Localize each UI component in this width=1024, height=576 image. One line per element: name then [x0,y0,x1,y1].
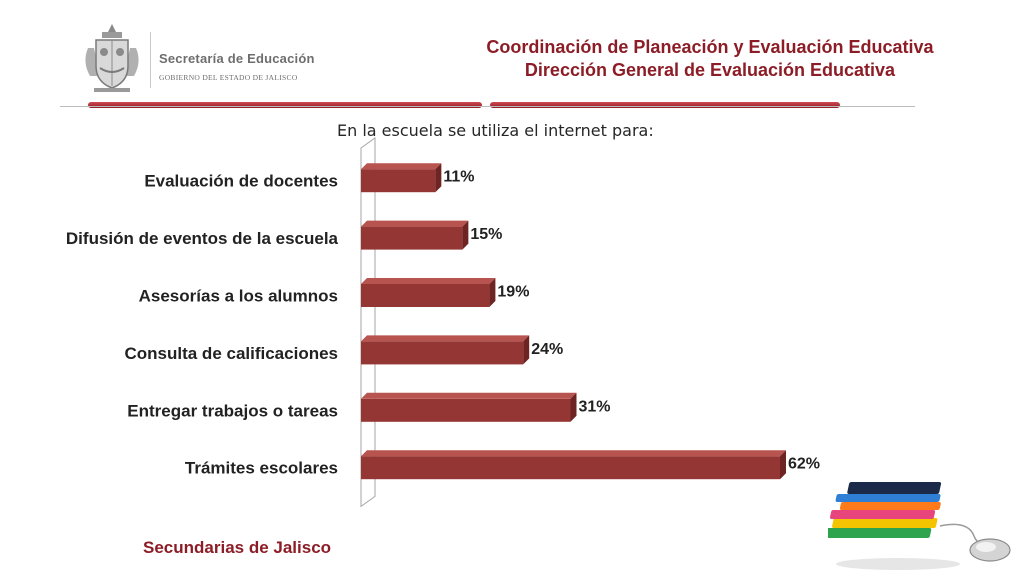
government-name: GOBIERNO DEL ESTADO DE JALISCO [159,73,298,82]
bar-top [361,163,442,170]
header-rule-line [60,106,915,107]
header-titles: Coordinación de Planeación y Evaluación … [440,36,980,82]
bar-top [361,450,786,457]
bar [361,341,524,365]
bar-side [523,335,530,365]
header-rule-left [88,102,482,108]
value-label: 19% [497,284,529,301]
bar-side [780,450,786,480]
bar-side [489,278,496,307]
books-and-mouse-icon [828,482,1011,570]
category-label: Difusión de eventos de la escuela [66,229,339,248]
bar [361,456,780,480]
bar [361,169,436,193]
bar-top [361,220,469,227]
category-label: Trámites escolares [185,459,338,478]
category-label: Evaluación de docentes [144,172,338,191]
bar [361,226,463,250]
chart-title: En la escuela se utiliza el internet par… [337,121,654,140]
category-label: Asesorías a los alumnos [139,287,338,306]
chart-labels: Evaluación de docentes 11% Difusión de eve… [66,169,820,478]
category-label: Entregar trabajos o tareas [127,401,338,420]
value-label: 11% [443,169,474,186]
bar-top [361,278,496,284]
header-title-line2: Dirección General de Evaluación Educativ… [524,60,896,80]
bar-top [361,392,577,399]
bar-top [361,335,530,342]
value-label: 31% [579,398,611,415]
bar [361,398,571,422]
chart-bars [361,163,786,480]
bar-side [570,392,577,422]
header-rule-right [490,102,840,108]
footer-label: Secundarias de Jalisco [143,538,332,557]
bar-side [435,163,442,193]
jalisco-seal-icon [85,24,139,92]
logo-divider [150,32,151,88]
value-label: 62% [788,456,820,473]
header-title-line1: Coordinación de Planeación y Evaluación … [486,37,934,57]
bar-side [462,220,469,250]
value-label: 24% [531,341,563,358]
organization-name: Secretaría de Educación [159,51,315,66]
category-label: Consulta de calificaciones [124,344,338,363]
bar [361,284,490,307]
value-label: 15% [470,226,502,243]
